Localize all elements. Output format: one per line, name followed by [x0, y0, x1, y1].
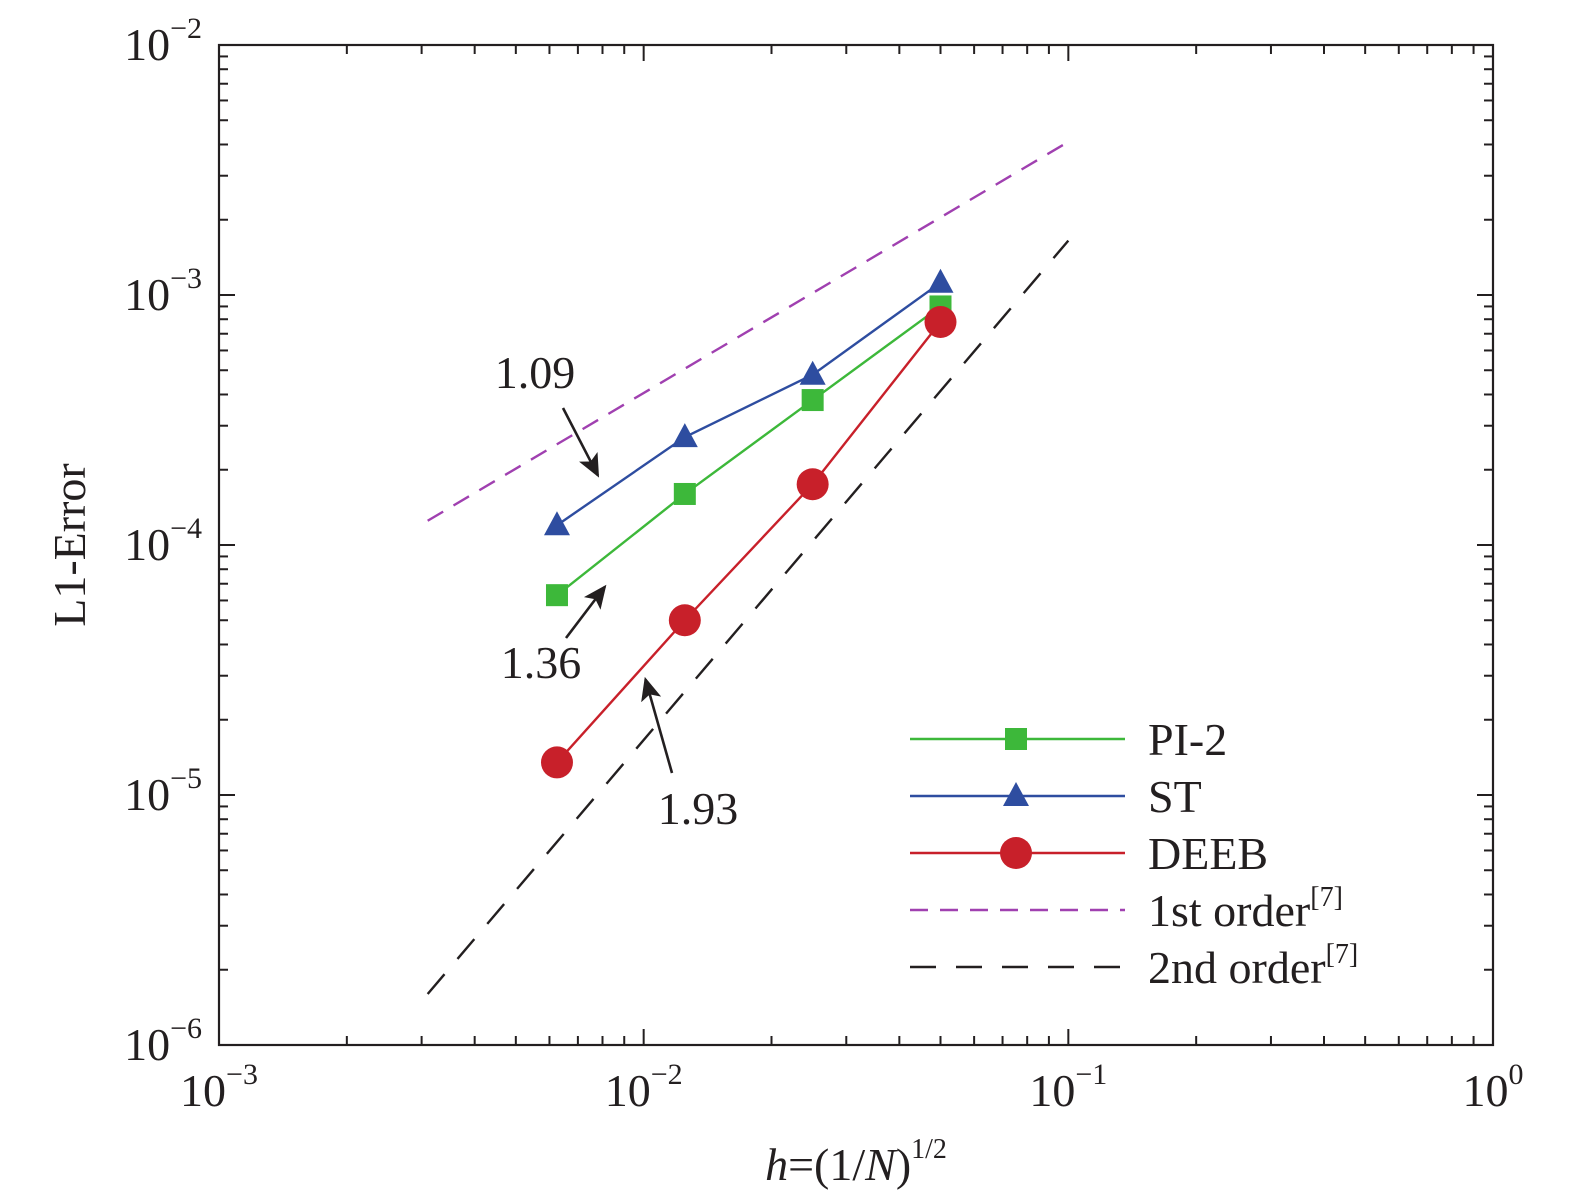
legend-item-deeb: DEEB: [910, 828, 1268, 879]
x-tick-label: 10−2: [605, 1058, 683, 1116]
legend-label: 2nd order[7]: [1148, 939, 1358, 993]
x-tick-label: 10−1: [1029, 1058, 1107, 1116]
data-point-deeb: [540, 746, 573, 779]
legend-marker: [1003, 782, 1029, 806]
data-point-st: [543, 511, 570, 536]
y-axis-label: L1-Error: [44, 463, 95, 626]
y-tick-label: 10−5: [124, 762, 202, 820]
data-point-deeb: [796, 468, 829, 501]
data-point-deeb: [924, 305, 957, 338]
series-line-deeb: [556, 321, 942, 764]
y-tick-label: 10−4: [124, 512, 202, 570]
series-line-st: [556, 281, 942, 527]
tick-layer: 10−3 10−2 10−1 100 10−6 10−5 10−4 10−3 10−2: [124, 12, 1523, 1116]
y-tick-label: 10−3: [124, 262, 202, 320]
legend-marker: [1000, 837, 1032, 869]
series-deeb: [540, 305, 957, 779]
annotation-label: 1.36: [501, 637, 582, 688]
annotation-layer: 1.09 1.36 1.93: [495, 347, 739, 834]
legend-label: ST: [1148, 771, 1202, 822]
data-point-st: [671, 423, 698, 448]
series-line-1st-order: [427, 140, 1069, 522]
series-st: [543, 268, 954, 536]
x-tick-label: 10−3: [180, 1058, 258, 1116]
data-point-deeb: [668, 604, 701, 637]
data-point-pi-2: [673, 482, 696, 505]
x-tick-label: 100: [1463, 1058, 1524, 1116]
data-point-st: [927, 268, 954, 293]
data-point-pi-2: [545, 584, 568, 607]
legend-item-2nd-order: 2nd order[7]: [910, 939, 1358, 993]
series-layer: [426, 140, 1070, 995]
legend-marker: [1005, 728, 1027, 750]
annotation-label: 1.93: [658, 783, 739, 834]
y-tick-label: 10−2: [124, 12, 202, 70]
legend-label: 1st order[7]: [1148, 882, 1343, 936]
y-tick-label: 10−6: [124, 1012, 202, 1070]
series-1st-order: [427, 140, 1069, 522]
annotation-arrow: [564, 584, 607, 639]
annotation-arrow: [561, 407, 600, 478]
legend-item-pi-2: PI-2: [910, 714, 1227, 765]
legend-item-1st-order: 1st order[7]: [910, 882, 1343, 936]
legend-item-st: ST: [910, 771, 1202, 822]
data-point-pi-2: [801, 389, 824, 412]
legend-label: DEEB: [1148, 828, 1268, 879]
x-axis-label: h=(1/N)1/2: [765, 1134, 947, 1190]
series-line-pi-2: [556, 305, 942, 597]
legend-label: PI-2: [1148, 714, 1227, 765]
annotation-label: 1.09: [495, 347, 576, 398]
data-point-st: [799, 360, 826, 385]
annotation-arrow: [641, 676, 674, 774]
